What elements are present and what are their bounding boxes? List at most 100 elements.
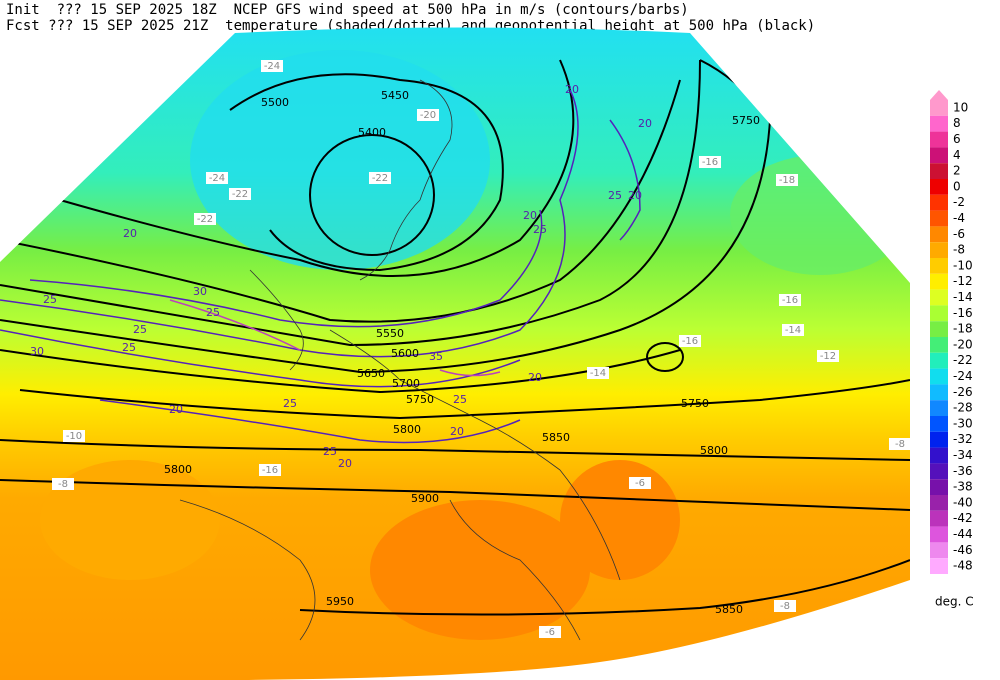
temp-label-bg — [229, 188, 251, 200]
colorbar-label: -18 — [953, 322, 973, 336]
colorbar-label: -28 — [953, 401, 973, 415]
height-label: 5750 — [732, 114, 760, 127]
temp-label: -22 — [372, 173, 388, 184]
colorbar-swatch — [930, 384, 948, 401]
colorbar-swatch — [930, 463, 948, 480]
temp-label-bg — [699, 156, 721, 168]
temp-label-bg — [782, 324, 804, 336]
colorbar-label: -32 — [953, 432, 973, 446]
colorbar-label: -48 — [953, 559, 973, 573]
colorbar-swatch — [930, 131, 948, 148]
colorbar-swatch — [930, 368, 948, 385]
temp-label-bg — [194, 213, 216, 225]
temp-label: -6 — [545, 627, 555, 638]
colorbar-label: -24 — [953, 369, 973, 383]
colorbar-label: -42 — [953, 511, 973, 525]
temp-label: -8 — [58, 479, 68, 490]
height-label: 5750 — [681, 397, 709, 410]
colorbar-swatch — [930, 258, 948, 274]
temp-label: -6 — [635, 478, 645, 489]
colorbar-swatch — [930, 321, 948, 337]
cold-core — [190, 50, 490, 270]
colorbar-label: -20 — [953, 337, 973, 351]
temp-label-bg — [369, 172, 391, 184]
wind-label: 20 — [450, 425, 464, 438]
temp-label: -8 — [895, 439, 905, 450]
wind-label: 25 — [453, 393, 467, 406]
colorbar-label: 10 — [953, 100, 968, 114]
wind-label: 25 — [608, 189, 622, 202]
temp-label-bg — [679, 335, 701, 347]
colorbar-label: -34 — [953, 448, 973, 462]
wind-label: 20 — [528, 371, 542, 384]
temp-label-bg — [817, 350, 839, 362]
wind-label: 25 — [43, 293, 57, 306]
colorbar-swatch — [930, 400, 948, 416]
temp-label: -8 — [780, 601, 790, 612]
wind-contours — [0, 89, 641, 444]
temp-label: -14 — [590, 368, 606, 379]
colorbar-label: -12 — [953, 274, 973, 288]
temp-label: -24 — [209, 173, 225, 184]
warm-patch — [560, 460, 680, 580]
colorbar-label: 6 — [953, 132, 961, 146]
colorbar-label: -2 — [953, 195, 965, 209]
colorbar-label: 8 — [953, 116, 961, 130]
temp-label-bg — [889, 438, 911, 450]
colorbar-swatch — [930, 495, 948, 511]
colorbar-label: -10 — [953, 258, 973, 272]
colorbar-label: 2 — [953, 164, 961, 178]
wind-label: 25 — [133, 323, 147, 336]
wind-label: 20 — [169, 403, 183, 416]
colorbar-swatch — [930, 179, 948, 195]
colorbar-swatch — [930, 242, 948, 258]
temp-label-bg — [629, 477, 651, 489]
colorbar-swatch — [930, 352, 948, 369]
height-label: 5800 — [393, 423, 421, 436]
temp-label: -12 — [820, 351, 836, 362]
map-field — [0, 27, 910, 680]
height-label: 5850 — [715, 603, 743, 616]
colorbar-swatch — [930, 558, 948, 574]
colorbar-label: -8 — [953, 243, 965, 257]
temp-label-bg — [63, 430, 85, 442]
colorbar-label: -16 — [953, 306, 973, 320]
colorbar-swatch — [930, 115, 948, 132]
colorbar-arrow — [930, 90, 948, 100]
wind-label: 20 — [565, 83, 579, 96]
height-label: 5500 — [261, 96, 289, 109]
wind-label: 30 — [30, 345, 44, 358]
wind-label: 25 — [533, 223, 547, 236]
header-init: Init ??? 15 SEP 2025 18Z NCEP GFS wind s… — [6, 2, 689, 18]
warm-patch — [370, 500, 590, 640]
height-label: 5750 — [406, 393, 434, 406]
temp-label: -16 — [782, 295, 798, 306]
colorbar-unit: deg. C — [935, 595, 974, 609]
temp-label-bg — [587, 367, 609, 379]
colorbar-swatch — [930, 447, 948, 464]
colorbar-swatch — [930, 210, 948, 227]
height-label: 5700 — [392, 377, 420, 390]
wind-label: 25 — [283, 397, 297, 410]
colorbar-swatch — [930, 100, 948, 116]
green-patch — [730, 155, 910, 275]
height-label: 5900 — [411, 492, 439, 505]
colorbar-swatch — [930, 194, 948, 211]
colorbar-swatch — [930, 305, 948, 322]
colorbar-label: -46 — [953, 543, 973, 557]
colorbar-label: -30 — [953, 416, 973, 430]
colorbar-swatch — [930, 226, 948, 243]
height-label: 5600 — [391, 347, 419, 360]
height-label: 5800 — [164, 463, 192, 476]
wind-label: 30 — [193, 285, 207, 298]
height-label: 5800 — [700, 444, 728, 457]
colorbar-label: -6 — [953, 227, 965, 241]
temp-label-bg — [206, 172, 228, 184]
wind-label: 20 — [338, 457, 352, 470]
temp-label: -14 — [785, 325, 801, 336]
colorbar-swatch — [930, 416, 948, 432]
colorbar-swatch — [930, 431, 948, 448]
temp-label-bg — [539, 626, 561, 638]
temp-label-bg — [261, 60, 283, 72]
temp-label: -16 — [682, 336, 698, 347]
